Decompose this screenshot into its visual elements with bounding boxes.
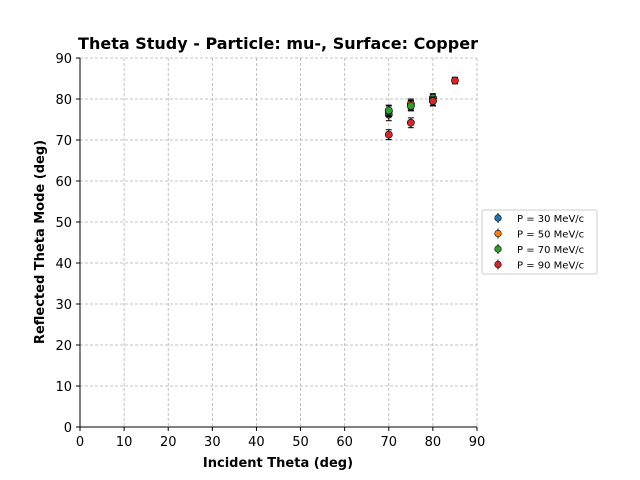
legend-marker [494,245,502,253]
series-4 [384,76,459,141]
y-tick-label: 0 [64,421,72,436]
x-axis-label: Incident Theta (deg) [203,456,353,471]
y-tick-label: 50 [55,216,72,231]
y-tick-label: 20 [55,339,72,354]
data-series [384,76,459,141]
chart-title: Theta Study - Particle: mu-, Surface: Co… [78,34,478,53]
y-tick-label: 70 [55,134,72,149]
data-point [384,130,393,139]
y-tick-label: 90 [55,52,72,67]
x-tick-label: 40 [248,435,265,450]
data-point [428,97,437,105]
legend-marker [494,260,502,269]
legend-label: P = 50 MeV/c [517,230,584,241]
data-point [384,106,393,115]
y-tick-label: 60 [55,175,72,190]
x-tick-label: 30 [204,435,221,450]
x-tick-label: 50 [292,435,309,450]
x-tick-label: 10 [116,435,133,450]
legend-box [481,209,598,275]
legend-label: P = 90 MeV/c [517,261,584,272]
data-point [406,118,415,127]
x-tick-label: 90 [469,435,486,450]
y-axis-label: Reflected Theta Mode (deg) [33,140,48,344]
axes [76,57,478,431]
grid [80,57,478,427]
tick-labels: 0 10 20 30 40 50 60 70 80 90 0 10 20 30 40 50 60 70 80 90 [55,52,485,450]
y-tick-label: 40 [55,257,72,272]
x-tick-label: 20 [160,435,177,450]
legend-label: P = 70 MeV/c [517,245,584,256]
legend-marker [494,229,502,238]
y-tick-label: 10 [55,380,72,395]
x-tick-label: 80 [425,435,442,450]
x-tick-label: 70 [381,435,398,450]
legend-label: P = 30 MeV/c [517,214,584,225]
data-point [406,102,415,110]
y-tick-label: 80 [55,93,72,108]
x-tick-label: 60 [336,435,353,450]
data-point [451,76,459,85]
x-tick-label: 0 [76,435,84,450]
y-tick-label: 30 [55,298,72,313]
legend: P = 30 MeV/c P = 50 MeV/c P = 70 MeV/c P = … [481,209,598,275]
legend-marker [494,214,502,222]
